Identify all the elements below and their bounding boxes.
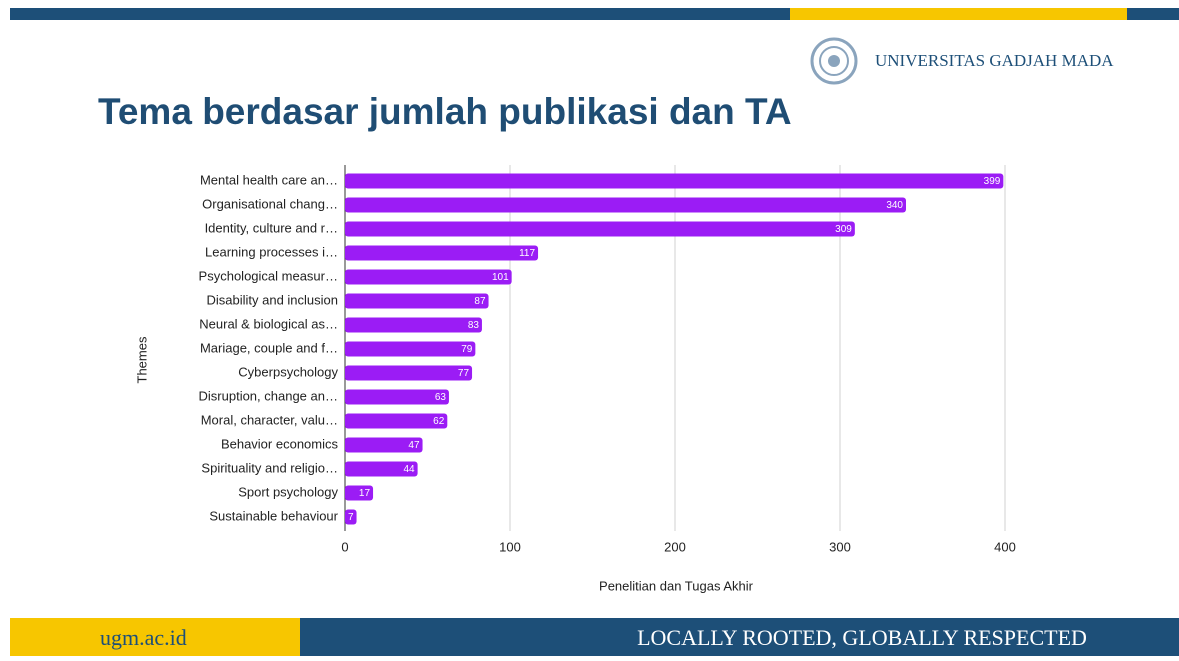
bar [345,221,855,237]
value-label: 79 [461,344,473,355]
value-label: 340 [886,200,903,211]
value-label: 63 [435,392,447,403]
value-label: 309 [835,224,852,235]
value-label: 17 [359,488,371,499]
bar [345,509,357,525]
value-label: 399 [984,176,1001,187]
y-tick-label: Spirituality and religio… [201,460,338,475]
bar [345,365,473,381]
bar [345,173,1004,189]
top-bar [10,8,790,20]
bar [345,317,482,333]
y-tick-label: Sport psychology [238,484,338,499]
bar [345,413,448,429]
y-tick-label: Mental health care an… [200,172,338,187]
y-tick-label: Behavior economics [221,436,339,451]
footer-slogan: LOCALLY ROOTED, GLOBALLY RESPECTED [637,625,1087,650]
x-tick-label: 400 [994,539,1016,554]
y-tick-label: Psychological measur… [199,268,338,283]
y-tick-label: Sustainable behaviour [209,508,338,523]
y-tick-label: Neural & biological as… [199,316,338,331]
university-name: UNIVERSITAS GADJAH MADA [875,51,1114,70]
bar [345,245,539,261]
value-label: 117 [519,248,535,259]
value-label: 87 [474,296,486,307]
y-tick-label: Organisational chang… [202,196,338,211]
logo [810,37,858,85]
value-label: 47 [408,440,420,451]
top-bar [1127,8,1179,20]
y-tick-label: Learning processes i… [205,244,338,259]
bar [345,485,374,501]
footer-right-bg [300,618,1179,656]
y-tick-label: Moral, character, valu… [201,412,338,427]
bar [345,461,418,477]
value-label: 83 [468,320,480,331]
value-label: 101 [492,272,509,283]
slide-title: Tema berdasar jumlah publikasi dan TA [98,91,792,132]
top-bar-accent [790,8,1127,20]
x-axis-title: Penelitian dan Tugas Akhir [599,578,754,593]
value-label: 62 [433,416,445,427]
bar [345,389,449,405]
y-tick-label: Identity, culture and r… [205,220,338,235]
x-tick-label: 200 [664,539,686,554]
value-label: 77 [458,368,470,379]
bar [345,269,512,285]
bar [345,293,489,309]
bar [345,437,423,453]
y-tick-label: Cyberpsychology [238,364,338,379]
y-tick-label: Disability and inclusion [206,292,338,307]
y-tick-label: Disruption, change an… [199,388,338,403]
x-tick-label: 0 [341,539,348,554]
bar [345,197,906,213]
value-label: 44 [403,464,415,475]
bar [345,341,476,357]
value-label: 7 [348,512,354,523]
x-tick-label: 300 [829,539,851,554]
footer-left-bg [10,618,300,656]
y-axis-title: Themes [134,336,149,383]
y-tick-label: Mariage, couple and f… [200,340,338,355]
footer-url: ugm.ac.id [100,625,187,650]
x-tick-label: 100 [499,539,521,554]
